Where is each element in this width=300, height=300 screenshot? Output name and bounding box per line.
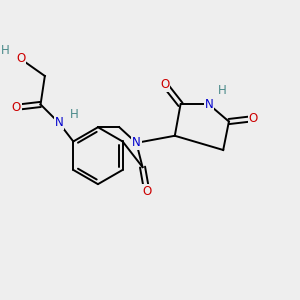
Text: H: H <box>1 44 9 57</box>
Text: O: O <box>160 78 170 91</box>
Text: O: O <box>142 185 152 198</box>
Text: H: H <box>70 108 79 121</box>
Text: N: N <box>55 116 63 130</box>
Text: O: O <box>12 101 21 114</box>
Text: O: O <box>248 112 258 125</box>
Text: N: N <box>132 136 141 149</box>
Text: O: O <box>16 52 25 65</box>
Text: H: H <box>218 84 226 97</box>
Text: N: N <box>205 98 213 111</box>
